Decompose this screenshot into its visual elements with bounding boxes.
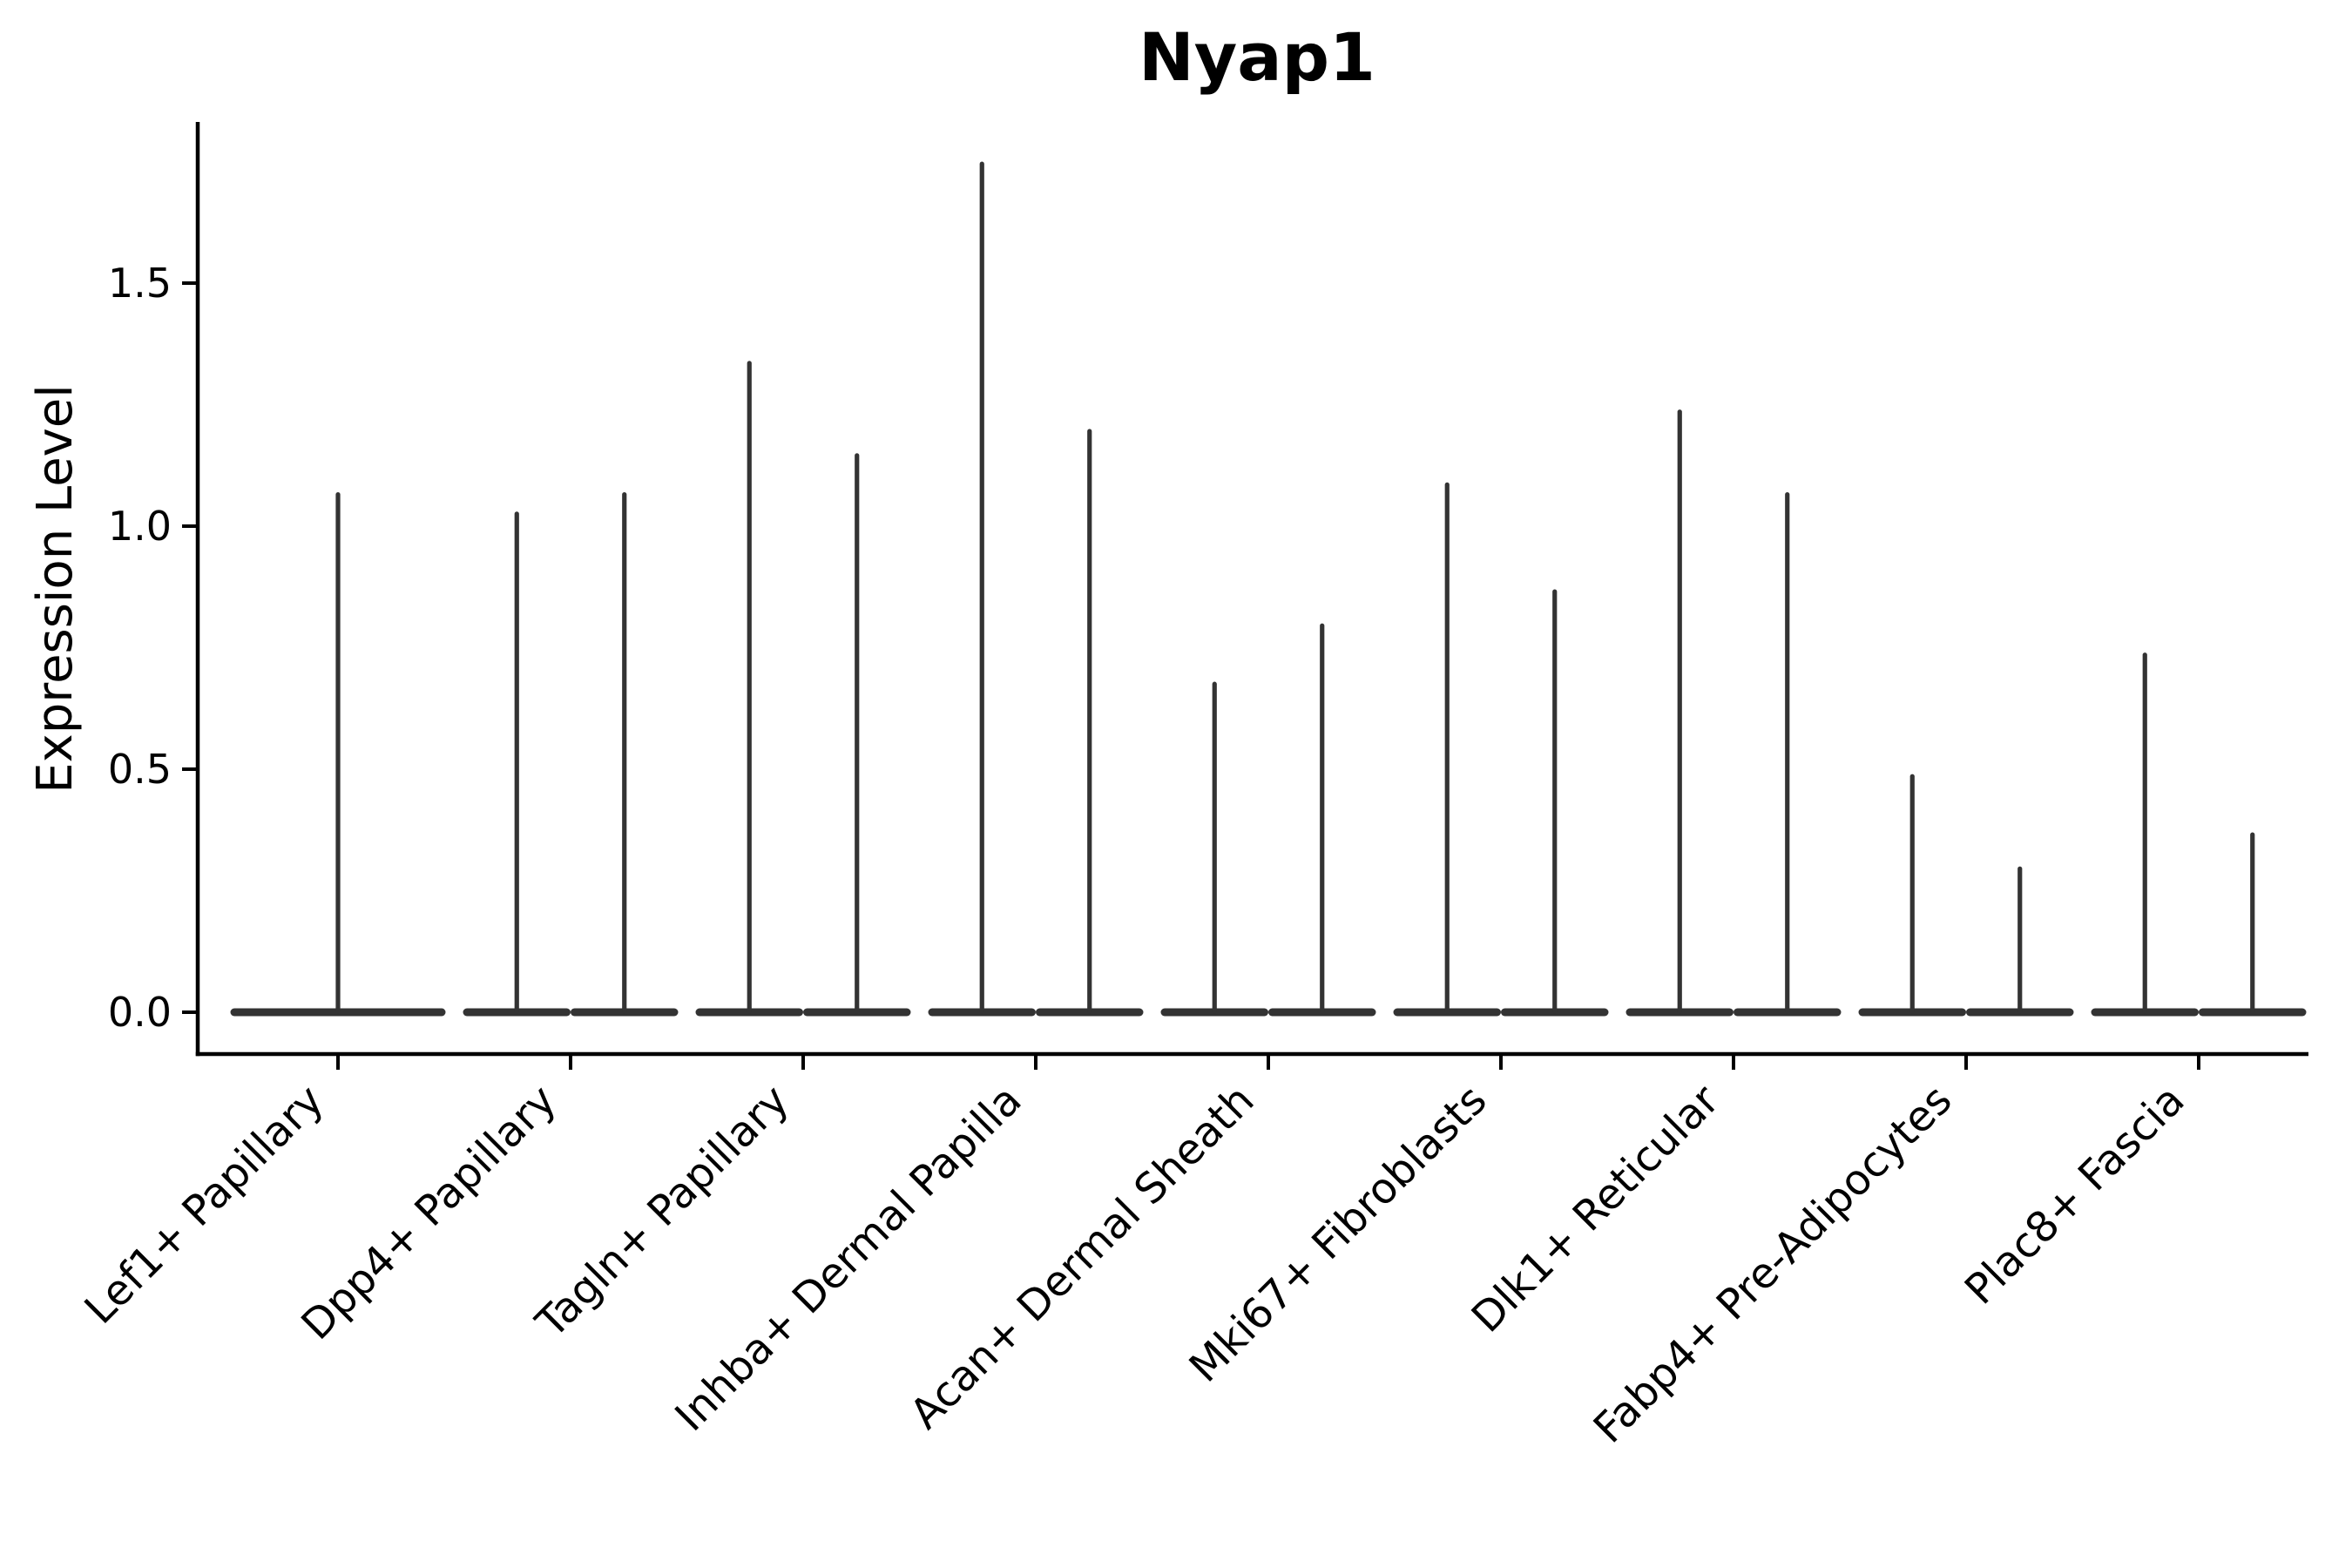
violin-spike [514,511,519,1014]
chart-title: Nyap1 [1139,18,1375,96]
violin-spike [1552,589,1558,1014]
violin-spike [2142,652,2147,1014]
violin-spike [1087,429,1092,1014]
x-tick-label: Plac8+ Fascia [1956,1076,2194,1315]
violin-spike [1444,482,1450,1014]
violins-layer [230,161,2307,1017]
violin-spike [2250,832,2255,1014]
x-tick-label: Dpp4+ Papillary [292,1076,565,1349]
violin-spike [335,491,341,1014]
y-tick-label: 1.0 [108,503,172,550]
violin-spike [855,453,860,1014]
y-tick-label: 0.0 [108,989,172,1036]
violin-spike [2017,866,2023,1014]
violin-spike [747,361,752,1014]
x-tick-label: Dlk1+ Reticular [1463,1076,1729,1342]
x-tick-label: Lef1+ Papillary [76,1076,334,1334]
violin-spike [622,491,627,1014]
violin-spike [1785,491,1790,1014]
violin-spike [1320,623,1325,1014]
violin-spike [1909,774,1915,1014]
violin-spike [1677,409,1682,1015]
y-tick-label: 0.5 [108,746,172,793]
y-axis-label: Expression Level [27,384,84,794]
x-tick-label: Tagln+ Papillary [526,1076,798,1348]
violin-spike [1212,681,1217,1014]
violin-spike [979,161,984,1014]
y-tick-label: 1.5 [108,260,172,307]
